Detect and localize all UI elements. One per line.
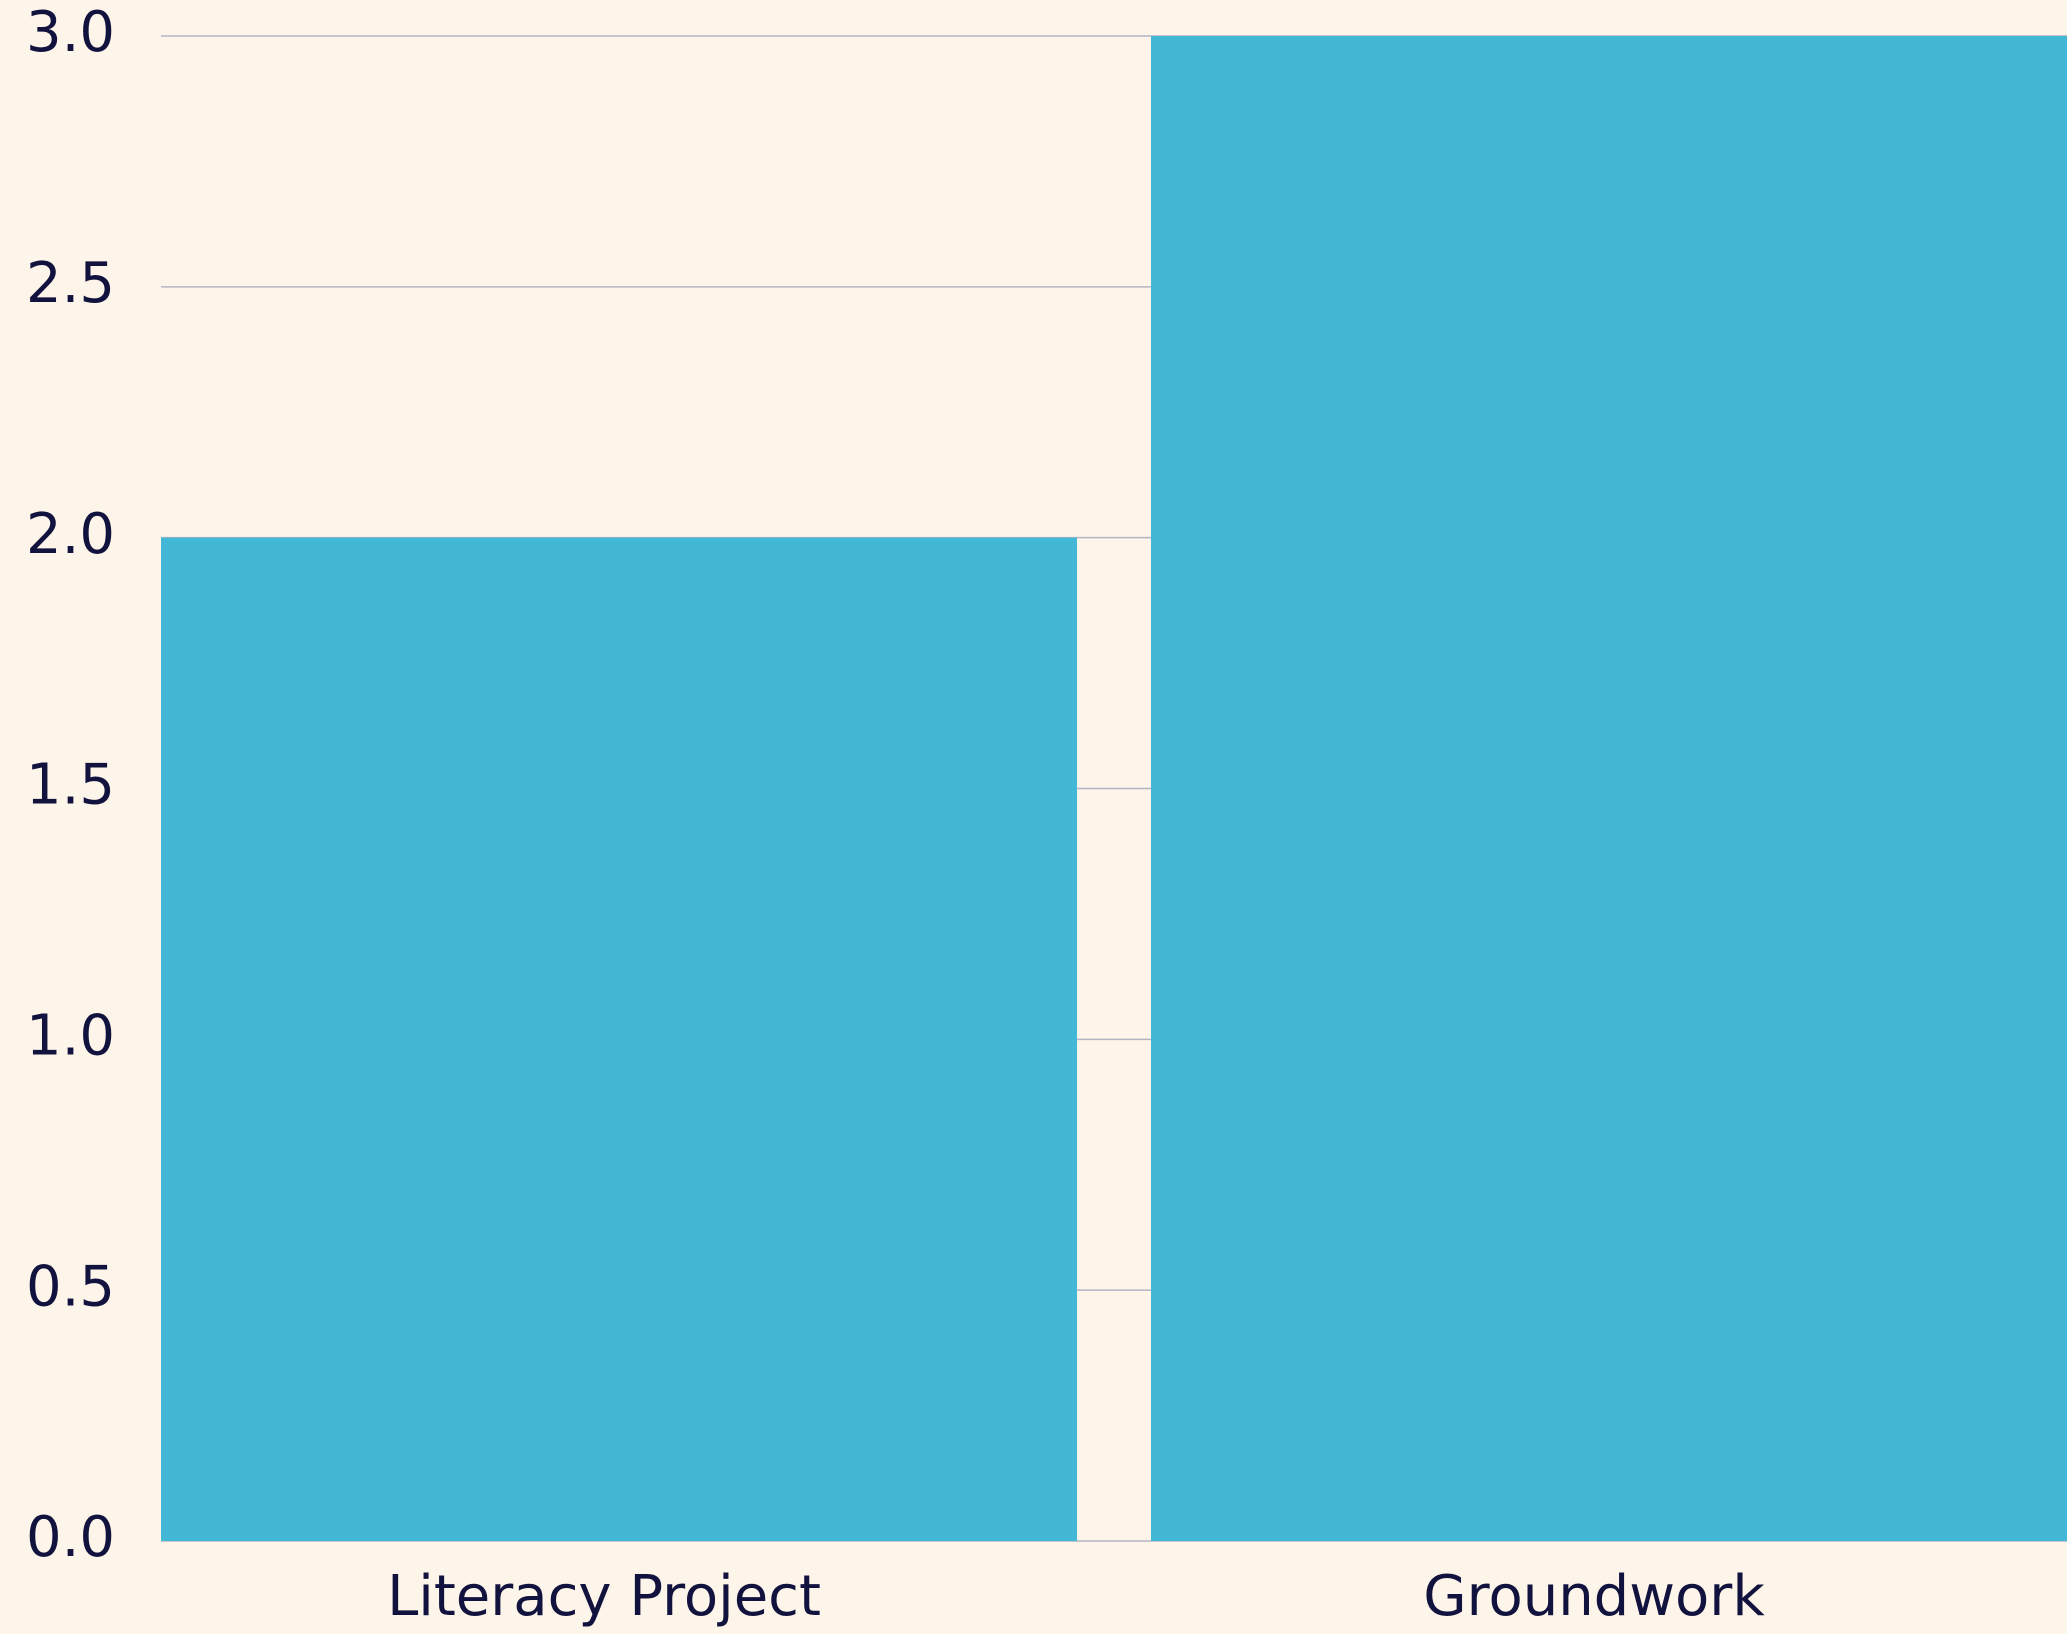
y-tick-label: 1.5 [26,753,115,818]
bar [161,537,1077,1541]
y-tick-label: 3.0 [26,0,115,65]
y-tick-label: 1.0 [26,1003,115,1068]
y-tick-label: 0.0 [26,1505,115,1570]
y-tick-label: 2.5 [26,251,115,316]
x-tick-label: Literacy Project [387,1564,821,1629]
y-tick-label: 2.0 [26,502,115,567]
bar [1151,36,2067,1541]
x-tick-label: Groundwork [1423,1564,1765,1629]
y-tick-label: 0.5 [26,1254,115,1319]
